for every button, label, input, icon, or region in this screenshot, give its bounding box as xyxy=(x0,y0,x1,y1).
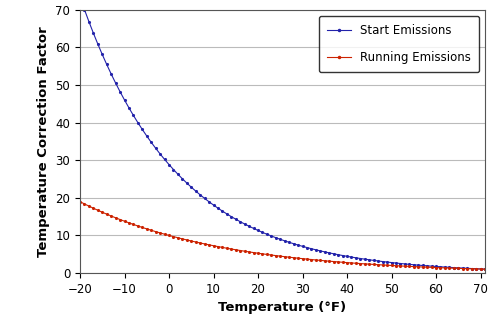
Line: Start Emissions: Start Emissions xyxy=(78,0,486,271)
Start Emissions xyxy=(375,259,381,263)
Running Emissions xyxy=(375,263,381,267)
Running Emissions xyxy=(77,200,83,204)
Running Emissions xyxy=(398,264,404,268)
Start Emissions xyxy=(318,249,324,253)
Legend: Start Emissions, Running Emissions: Start Emissions, Running Emissions xyxy=(318,16,479,72)
Start Emissions xyxy=(393,261,399,265)
Y-axis label: Temperature Correction Factor: Temperature Correction Factor xyxy=(37,26,50,257)
Running Emissions xyxy=(393,264,399,268)
Start Emissions xyxy=(415,263,421,267)
Running Emissions xyxy=(415,265,421,269)
Start Emissions xyxy=(398,262,404,266)
Start Emissions xyxy=(482,267,488,271)
Line: Running Emissions: Running Emissions xyxy=(78,200,486,271)
Running Emissions xyxy=(402,264,408,268)
Start Emissions xyxy=(402,262,408,266)
X-axis label: Temperature (°F): Temperature (°F) xyxy=(218,301,346,314)
Running Emissions xyxy=(482,267,488,271)
Running Emissions xyxy=(318,258,324,262)
